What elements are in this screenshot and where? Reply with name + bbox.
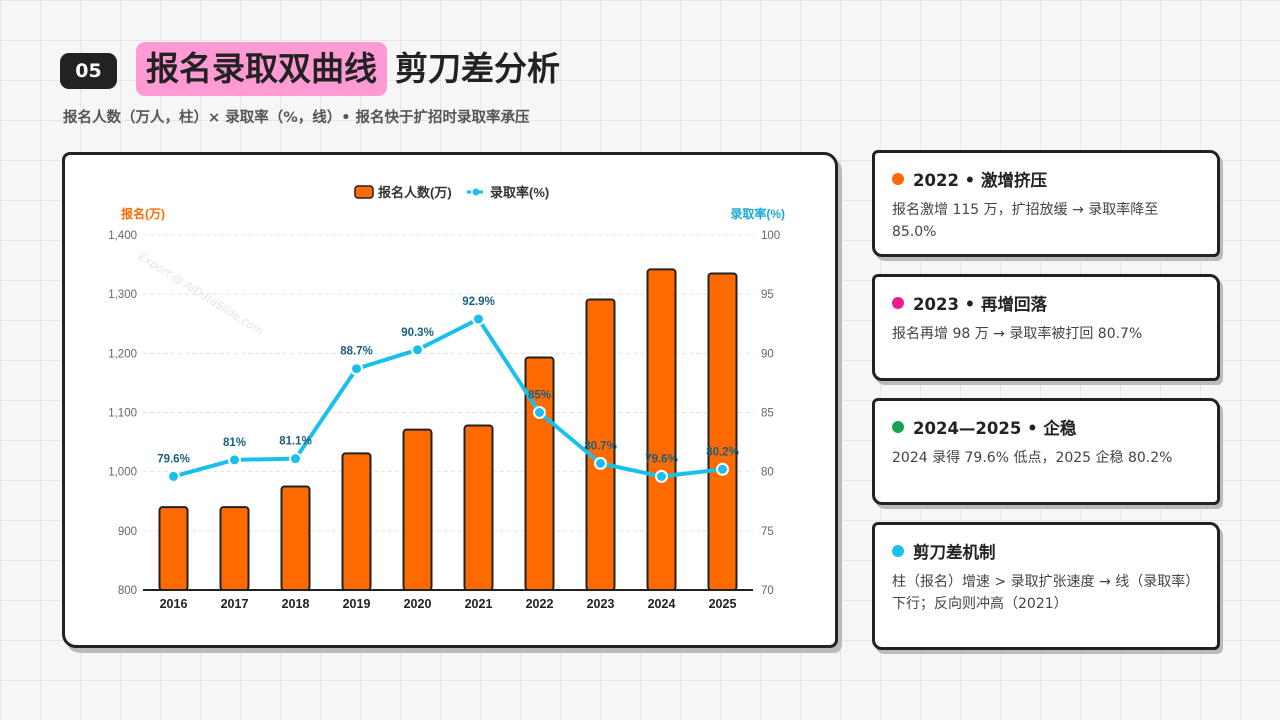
bar: [463, 424, 494, 591]
legend-line-marker: [472, 188, 480, 196]
card-title: 2023 • 再增回落: [913, 295, 1047, 314]
bullet-dot-icon: [892, 421, 904, 433]
left-tick-label: 900: [118, 526, 137, 538]
right-tick-label: 70: [761, 585, 774, 597]
insight-card-2023: 2023 • 再增回落 报名再增 98 万 → 录取率被打回 80.7%: [872, 274, 1220, 381]
card-title: 2022 • 激增挤压: [913, 171, 1047, 190]
rate-point: [655, 469, 668, 483]
rate-data-label: 80.2%: [706, 446, 739, 458]
rate-point: [289, 452, 302, 466]
bullet-dot-icon: [892, 545, 904, 557]
rate-data-label: 79.6%: [645, 453, 678, 465]
combo-chart: 800 900 1,000 1,100 1,200 1,300 1,400 70 75 80 85 9…: [108, 185, 785, 611]
right-tick-label: 80: [761, 467, 774, 479]
rate-point: [167, 469, 180, 483]
insight-card-2024-2025: 2024—2025 • 企稳 2024 录得 79.6% 低点，2025 企稳 …: [872, 398, 1220, 505]
left-tick-label: 1,400: [108, 230, 137, 242]
title-highlight: 报名录取双曲线: [136, 42, 387, 96]
legend-bar-swatch: [354, 185, 374, 199]
bar: [707, 272, 738, 591]
right-tick-label: 90: [761, 348, 774, 360]
rate-point: [716, 462, 729, 476]
rate-data-label: 85%: [528, 390, 551, 402]
bar: [646, 268, 677, 591]
bar: [402, 428, 433, 591]
card-text: 报名激增 115 万，扩招放缓 → 录取率降至 85.0%: [892, 202, 1159, 240]
right-tick-label: 85: [761, 408, 774, 420]
left-tick-label: 800: [118, 585, 137, 597]
card-text: 2024 录得 79.6% 低点，2025 企稳 80.2%: [892, 450, 1173, 466]
rate-data-label: 90.3%: [401, 327, 434, 339]
left-tick-label: 1,300: [108, 289, 137, 301]
x-tick-label: 2023: [587, 597, 615, 611]
x-tick-label: 2024: [648, 597, 676, 611]
x-tick-label: 2018: [282, 597, 310, 611]
insight-card-2022: 2022 • 激增挤压 报名激增 115 万，扩招放缓 → 录取率降至 85.0…: [872, 150, 1220, 257]
right-tick-label: 95: [761, 289, 774, 301]
x-tick-label: 2025: [709, 597, 737, 611]
x-tick-label: 2019: [343, 597, 371, 611]
right-tick-label: 100: [761, 230, 780, 242]
x-tick-label: 2020: [404, 597, 432, 611]
legend-bar-label: 报名人数(万): [378, 185, 452, 200]
rate-point: [228, 453, 241, 467]
card-title: 剪刀差机制: [913, 543, 996, 562]
card-header: 2024—2025 • 企稳: [892, 415, 1199, 439]
chart-card: 800 900 1,000 1,100 1,200 1,300 1,400 70 75 80 85 9…: [62, 152, 838, 648]
rate-point: [533, 406, 546, 419]
left-tick-label: 1,200: [108, 348, 137, 360]
card-header: 2023 • 再增回落: [892, 291, 1199, 315]
left-axis-title: 报名(万): [121, 206, 165, 221]
rate-data-label: 81.1%: [279, 436, 312, 448]
title-rest: 剪刀差分析: [395, 49, 560, 88]
card-header: 剪刀差机制: [892, 539, 1199, 563]
rate-data-label: 79.6%: [157, 453, 190, 465]
bullet-dot-icon: [892, 297, 904, 309]
rate-point: [472, 312, 485, 326]
rate-data-label: 92.9%: [462, 296, 495, 308]
bar: [158, 506, 189, 591]
card-title: 2024—2025 • 企稳: [913, 419, 1077, 438]
x-tick-label: 2021: [465, 597, 493, 611]
section-badge: 05: [60, 53, 117, 89]
right-tick-label: 75: [761, 526, 774, 538]
rate-data-label: 88.7%: [340, 346, 373, 358]
bar: [280, 485, 311, 592]
rate-point: [594, 456, 607, 470]
page-title: 报名录取双曲线 剪刀差分析: [136, 42, 560, 96]
rate-data-label: 80.7%: [584, 440, 617, 452]
bar: [219, 506, 250, 591]
card-text: 报名再增 98 万 → 录取率被打回 80.7%: [892, 326, 1143, 342]
legend-line-label: 录取率(%): [490, 185, 549, 200]
rate-point: [350, 362, 363, 376]
card-header: 2022 • 激增挤压: [892, 167, 1199, 191]
rate-point: [411, 343, 424, 357]
card-text: 柱（报名）增速 > 录取扩张速度 → 线（录取率）下行；反向则冲高（2021）: [892, 574, 1193, 612]
page-subtitle: 报名人数（万人，柱）× 录取率（%，线）• 报名快于扩招时录取率承压: [63, 110, 530, 126]
insight-card-mechanism: 剪刀差机制 柱（报名）增速 > 录取扩张速度 → 线（录取率）下行；反向则冲高（…: [872, 522, 1220, 650]
bar: [341, 452, 372, 592]
x-tick-label: 2022: [526, 597, 554, 611]
left-tick-label: 1,100: [108, 408, 137, 420]
bullet-dot-icon: [892, 173, 904, 185]
left-tick-label: 1,000: [108, 467, 137, 479]
rate-data-label: 81%: [223, 437, 246, 449]
rate-line: [172, 317, 723, 479]
right-axis-title: 录取率(%): [730, 206, 785, 221]
x-tick-label: 2016: [160, 597, 188, 611]
x-tick-label: 2017: [221, 597, 249, 611]
